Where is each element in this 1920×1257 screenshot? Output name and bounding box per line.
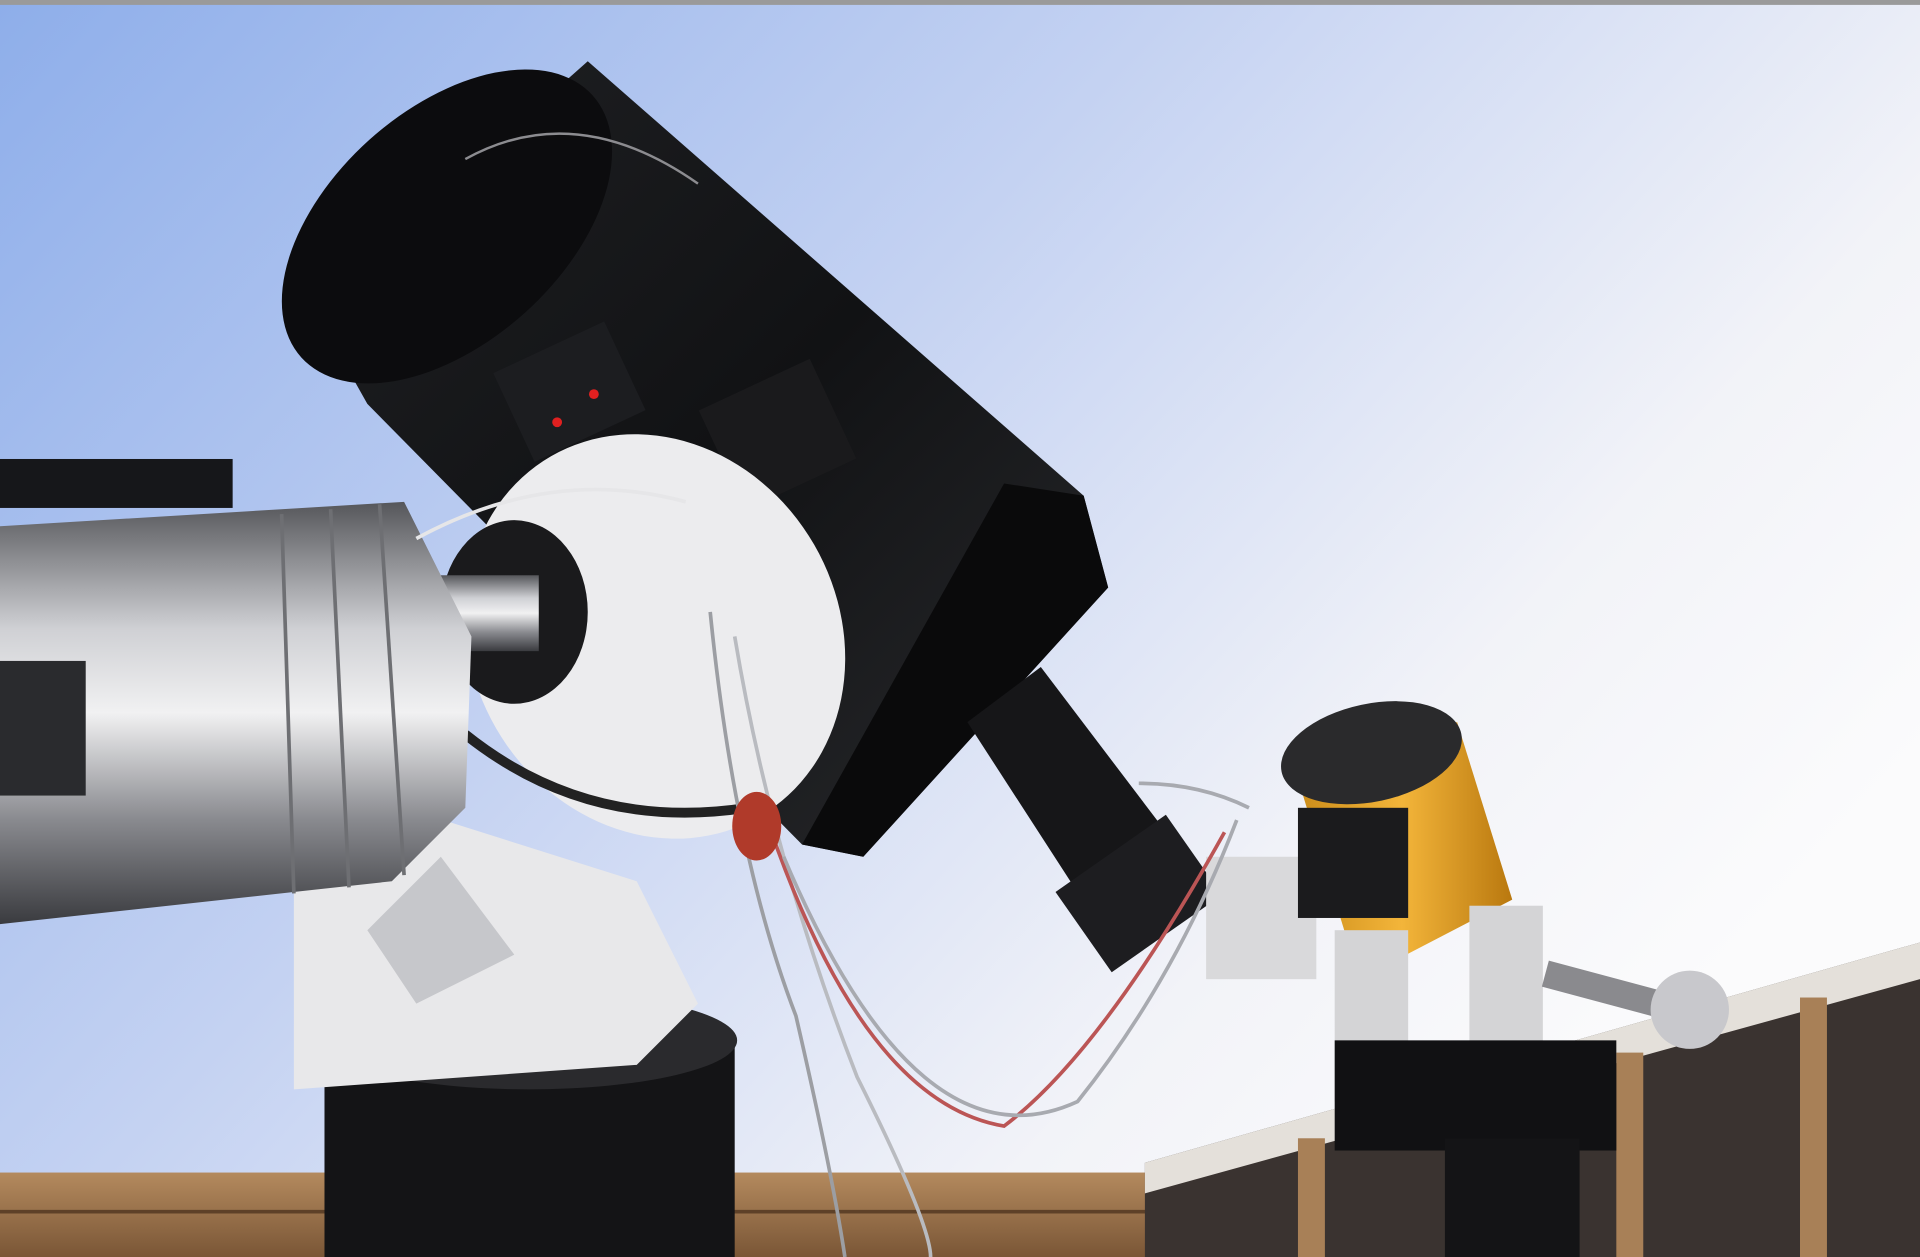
led — [552, 417, 562, 427]
post — [1800, 998, 1827, 1257]
shaft-end — [0, 661, 86, 796]
knob — [1651, 971, 1729, 1049]
small-pier — [1445, 1138, 1580, 1257]
small-mount — [1335, 1040, 1617, 1150]
page — [0, 0, 1920, 1257]
photo — [0, 0, 1920, 1257]
knobs — [0, 459, 233, 508]
guide-camera — [1298, 808, 1408, 918]
led — [589, 389, 599, 399]
post — [1616, 1053, 1643, 1257]
post — [1298, 1138, 1325, 1257]
cable-coil — [732, 792, 781, 861]
top-border — [0, 0, 1920, 5]
